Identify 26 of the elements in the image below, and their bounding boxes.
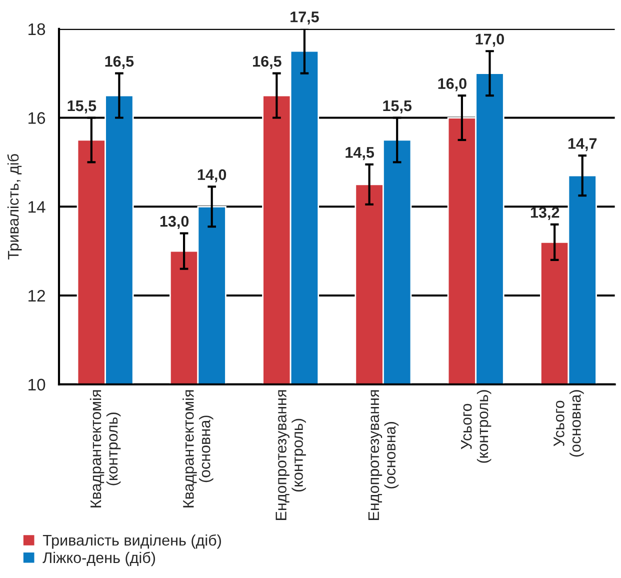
y-tick-label: 16 [28,112,46,124]
data-label: 14,5 [346,147,374,160]
data-label: 14,7 [568,138,597,152]
data-label: 17,5 [290,12,319,25]
y-tick-label: 18 [28,23,46,36]
y-tick-label: 10 [28,378,46,391]
data-label: 16,5 [253,56,282,69]
x-tick-label: Усього (контроль) [461,390,492,463]
legend-label: Тривалість виділень (діб) [42,534,221,549]
data-label: 13,0 [160,216,189,229]
x-tick-label: Квадрантектомія (контроль) [90,390,121,508]
x-tick-label: Ендопротезування (основна) [368,390,399,520]
x-tick-label: Ендопротезування (контроль) [276,390,306,520]
data-label: 15,5 [68,100,96,114]
data-label: 14,0 [198,169,226,182]
data-label: 15,5 [383,100,412,114]
legend-label: Ліжко-день (діб) [42,552,156,566]
y-tick-label: 12 [28,290,45,302]
data-label: 16,0 [438,78,466,92]
data-label: 16,5 [105,56,134,69]
y-axis-title: Тривалість, діб [7,154,22,260]
data-label: 17,0 [476,34,504,47]
x-tick-label: Усього (основна) [554,390,584,457]
data-label: 13,2 [530,207,560,220]
x-tick-label: Квадрантектомія (основна) [182,390,214,508]
y-tick-label: 14 [28,201,46,213]
